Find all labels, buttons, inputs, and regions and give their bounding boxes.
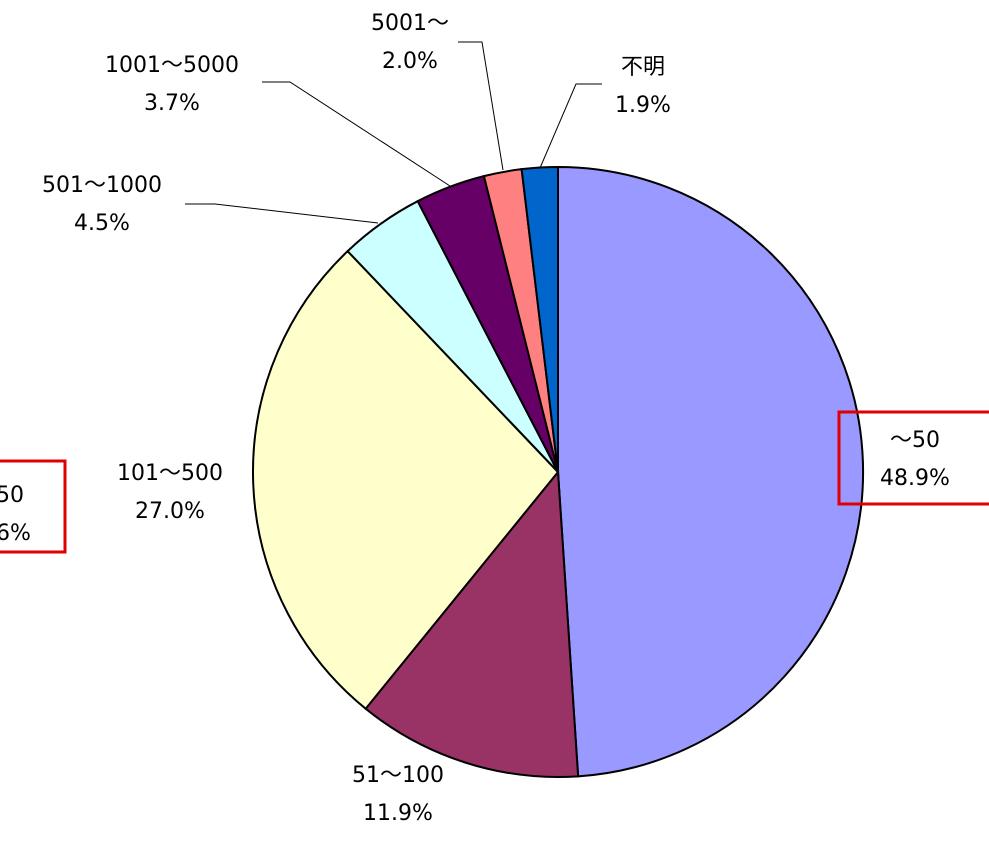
label-101-500: 101～500 (117, 461, 223, 486)
pct-101-500: 27.0% (135, 499, 205, 524)
pct-501-1000: 4.5% (74, 211, 130, 236)
leader-line-5001 (458, 41, 504, 171)
pie-slice-1 (364, 469, 580, 778)
leader-line-501-1000 (185, 203, 379, 224)
pie-slice-0 (557, 165, 865, 778)
leader-line-1001-5000 (262, 81, 451, 187)
label-51-100: 51～100 (352, 763, 444, 788)
highlight-box-partial-left (0, 459, 67, 554)
partial-left-label-line1: 50 (0, 483, 24, 508)
leader-line-unknown (539, 83, 602, 169)
pct-5001: 2.0% (382, 49, 438, 74)
label-1001-5000: 1001～5000 (105, 53, 239, 78)
pct-51-100: 11.9% (363, 801, 433, 826)
label-501-1000: 501～1000 (42, 173, 162, 198)
label-50: ～50 (890, 428, 940, 453)
pie-slice-2 (252, 249, 560, 711)
pct-1001-5000: 3.7% (144, 91, 200, 116)
pct-unknown: 1.9% (615, 93, 671, 118)
label-5001: 5001～ (371, 11, 449, 36)
partial-left-label-line2: 6% (0, 521, 31, 546)
pie-slices (252, 165, 865, 778)
highlight-box-50 (837, 410, 989, 506)
pct-50: 48.9% (880, 466, 950, 491)
label-unknown: 不明 (621, 55, 665, 80)
